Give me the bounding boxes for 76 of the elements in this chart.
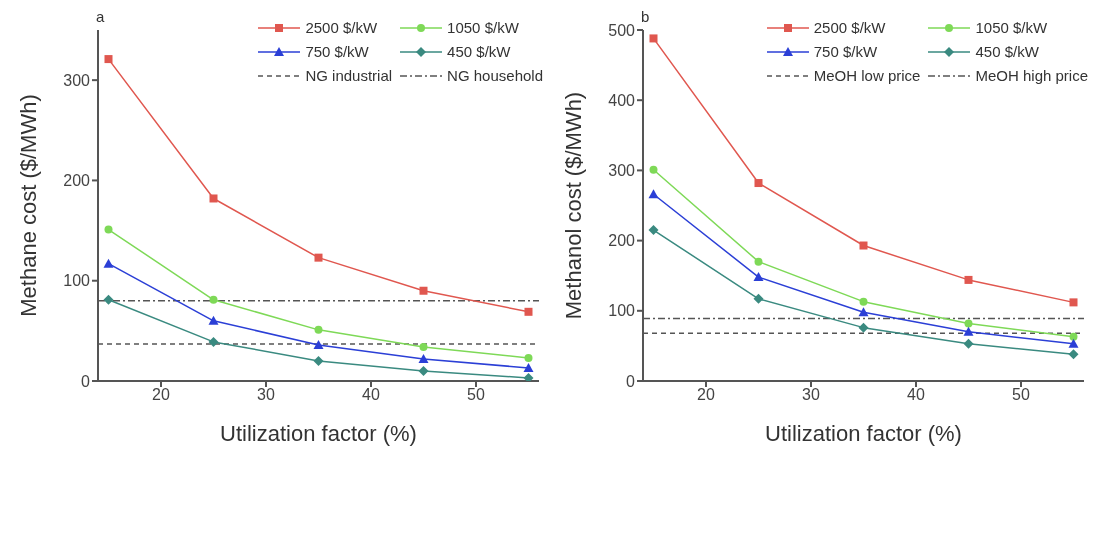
point [858, 322, 869, 333]
point [859, 297, 868, 306]
point [419, 342, 428, 351]
point [209, 194, 218, 203]
point [418, 353, 429, 363]
point [524, 353, 533, 362]
point [964, 275, 973, 284]
point [648, 189, 659, 199]
point [859, 241, 868, 250]
point [754, 257, 763, 266]
x-axis-title: Utilization factor (%) [220, 421, 417, 446]
x-tick-label: 50 [467, 386, 485, 404]
point [963, 326, 974, 336]
y-tick-label: 0 [81, 372, 91, 390]
legend-label: NG household [447, 66, 543, 86]
y-tick-label: 300 [608, 162, 636, 180]
point [104, 55, 113, 64]
legend-label: 2500 $/kW [305, 18, 378, 38]
point [418, 365, 429, 376]
chart-title: a [96, 8, 105, 25]
y-tick-label: 100 [63, 272, 91, 290]
legend-label: MeOH low price [813, 66, 921, 86]
y-axis-title: Methane cost ($/MWh) [15, 94, 41, 317]
legend-label: 1050 $/kW [447, 18, 519, 38]
legend-label: MeOH high price [975, 66, 1088, 86]
point [964, 319, 973, 328]
legend-label: 750 $/kW [305, 42, 369, 62]
point [314, 253, 323, 262]
point [208, 336, 219, 347]
y-tick-label: 200 [608, 232, 636, 250]
x-tick-label: 20 [697, 386, 715, 404]
point [648, 225, 659, 236]
point [963, 338, 974, 349]
point [419, 286, 428, 295]
x-axis-title: Utilization factor (%) [765, 421, 962, 446]
y-tick-label: 100 [608, 302, 636, 320]
point [103, 294, 114, 305]
x-tick-label: 30 [802, 386, 820, 404]
point [858, 307, 869, 317]
point [1069, 332, 1078, 341]
y-axis-title: Methanol cost ($/MWh) [560, 91, 586, 320]
chart-title: b [641, 8, 650, 25]
point [313, 339, 324, 349]
x-tick-label: 20 [152, 386, 170, 404]
x-tick-label: 50 [1012, 386, 1030, 404]
point [1068, 338, 1079, 348]
point [754, 179, 763, 188]
y-tick-label: 200 [63, 172, 91, 190]
legend-label: 750 $/kW [813, 42, 878, 62]
point [649, 165, 658, 174]
legend-label: 450 $/kW [447, 42, 511, 62]
y-tick-label: 0 [626, 372, 636, 390]
legend-label: NG industrial [305, 66, 393, 86]
x-tick-label: 30 [257, 386, 275, 404]
point [208, 315, 219, 325]
y-tick-label: 400 [608, 91, 636, 109]
point [523, 362, 534, 372]
point [753, 272, 764, 282]
point [524, 307, 533, 316]
point [523, 372, 534, 381]
point [104, 225, 113, 234]
legend-label: 2500 $/kW [813, 18, 886, 38]
point [103, 258, 114, 268]
point [649, 34, 658, 43]
point [314, 325, 323, 334]
x-tick-label: 40 [362, 386, 380, 404]
x-tick-label: 40 [907, 386, 925, 404]
y-tick-label: 300 [63, 71, 91, 89]
point [209, 295, 218, 304]
point [1068, 349, 1079, 360]
y-tick-label: 500 [608, 21, 636, 39]
legend-label: 450 $/kW [975, 42, 1039, 62]
point [753, 293, 764, 304]
point [1069, 298, 1078, 307]
point [313, 355, 324, 366]
legend-label: 1050 $/kW [975, 18, 1048, 38]
